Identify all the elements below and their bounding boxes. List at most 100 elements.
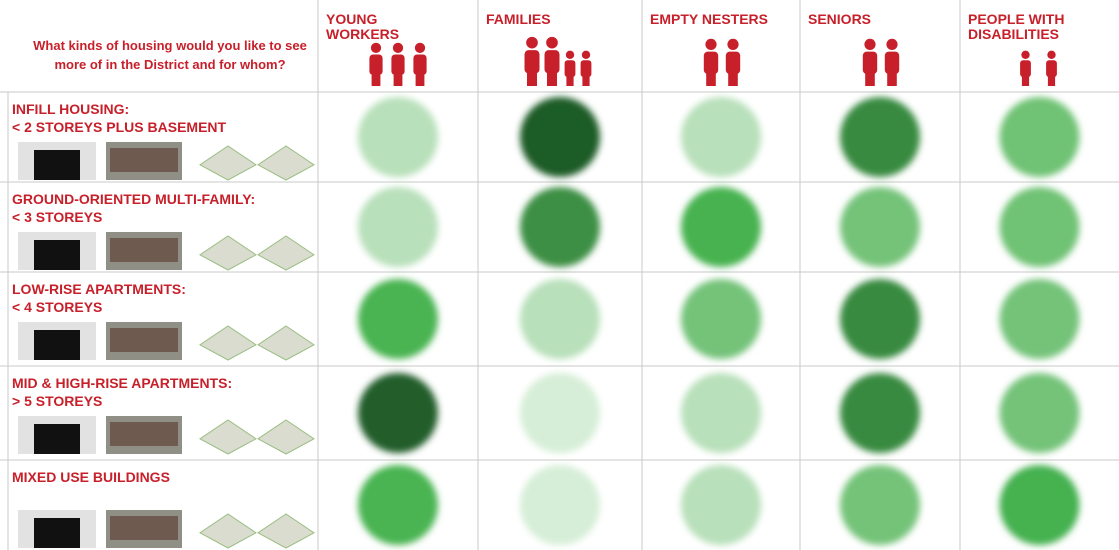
person-icon — [582, 75, 590, 86]
person-icon — [415, 72, 425, 86]
rating-circle — [999, 97, 1080, 177]
row-subtitle: < 3 STOREYS — [12, 209, 103, 225]
rating-circle — [681, 373, 761, 453]
silhouette — [34, 150, 80, 180]
person-icon — [1047, 75, 1056, 86]
person-icon — [546, 36, 558, 49]
person-icon — [703, 51, 719, 74]
photo — [110, 328, 178, 352]
person-icon — [527, 71, 537, 86]
isometric-render — [257, 419, 315, 455]
isometric-render — [257, 325, 315, 361]
rating-circle — [840, 97, 920, 177]
row-title: GROUND-ORIENTED MULTI-FAMILY: — [12, 191, 256, 207]
photo — [110, 148, 178, 172]
person-icon — [727, 38, 739, 51]
person-icon — [566, 75, 574, 86]
column-header: SENIORS — [808, 11, 872, 27]
rating-circle — [520, 279, 600, 359]
person-icon — [564, 60, 576, 77]
rating-circle — [681, 279, 761, 359]
photo — [110, 422, 178, 446]
row-subtitle: < 2 STOREYS PLUS BASEMENT — [12, 119, 227, 135]
person-icon — [370, 42, 382, 53]
rating-circle — [520, 97, 600, 177]
person-icon — [864, 38, 876, 51]
silhouette — [34, 240, 80, 270]
silhouette — [34, 330, 80, 360]
rating-circle — [520, 465, 600, 545]
isometric-render — [257, 235, 315, 271]
person-icon — [865, 71, 875, 86]
isometric-render — [199, 325, 257, 361]
rating-circle — [358, 97, 438, 177]
person-icon — [391, 54, 405, 75]
rating-circle — [840, 279, 920, 359]
isometric-render — [199, 145, 257, 181]
person-icon — [725, 51, 741, 74]
rating-circle — [999, 373, 1080, 453]
rating-circle — [520, 187, 600, 267]
rating-circle — [681, 465, 761, 545]
person-icon — [1047, 50, 1056, 59]
isometric-render — [199, 513, 257, 549]
rating-circle — [999, 187, 1080, 267]
person-icon — [544, 50, 560, 74]
person-icon — [1021, 50, 1030, 59]
isometric-render — [257, 145, 315, 181]
person-icon — [886, 38, 898, 51]
row-title: MID & HIGH-RISE APARTMENTS: — [12, 375, 233, 391]
person-icon — [371, 72, 381, 86]
isometric-render — [257, 513, 315, 549]
person-icon — [728, 71, 738, 86]
person-icon — [1046, 60, 1057, 77]
row-subtitle: < 4 STOREYS — [12, 299, 103, 315]
person-icon — [581, 50, 591, 59]
person-icon — [706, 71, 716, 86]
person-icon — [705, 38, 717, 51]
rating-circle — [358, 465, 438, 545]
rating-circle — [999, 279, 1080, 359]
silhouette — [34, 424, 80, 454]
rating-circle — [840, 465, 920, 545]
silhouette — [34, 518, 80, 548]
row-title: LOW-RISE APARTMENTS: — [12, 281, 186, 297]
column-header: FAMILIES — [486, 11, 551, 27]
rating-circle — [840, 373, 920, 453]
rating-circle — [840, 187, 920, 267]
person-icon — [526, 36, 538, 49]
person-icon — [884, 51, 900, 74]
isometric-render — [199, 419, 257, 455]
rating-circle — [520, 373, 600, 453]
person-icon — [887, 71, 897, 86]
rating-circle — [681, 187, 761, 267]
person-icon — [414, 42, 426, 53]
column-header: YOUNG WORKERS — [326, 11, 400, 42]
person-icon — [393, 72, 403, 86]
column-header: EMPTY NESTERS — [650, 11, 768, 27]
person-icon — [1020, 60, 1031, 77]
person-icon — [392, 42, 404, 53]
photo — [110, 238, 178, 262]
question: What kinds of housing would you like to … — [33, 38, 307, 72]
person-icon — [862, 51, 878, 74]
person-icon — [547, 71, 557, 86]
rating-circle — [999, 465, 1080, 545]
row-title: INFILL HOUSING: — [12, 101, 130, 117]
person-icon — [413, 54, 427, 75]
person-icon — [565, 50, 575, 59]
row-title: MIXED USE BUILDINGS — [12, 469, 170, 485]
person-icon — [524, 50, 540, 74]
person-icon — [369, 54, 383, 75]
row-subtitle: > 5 STOREYS — [12, 393, 103, 409]
column-header: PEOPLE WITH DISABILITIES — [968, 11, 1065, 42]
photo — [110, 516, 178, 540]
rating-circle — [358, 279, 438, 359]
rating-circle — [358, 187, 438, 267]
rating-circle — [681, 97, 761, 177]
isometric-render — [199, 235, 257, 271]
person-icon — [1021, 75, 1030, 86]
rating-circle — [358, 373, 438, 453]
